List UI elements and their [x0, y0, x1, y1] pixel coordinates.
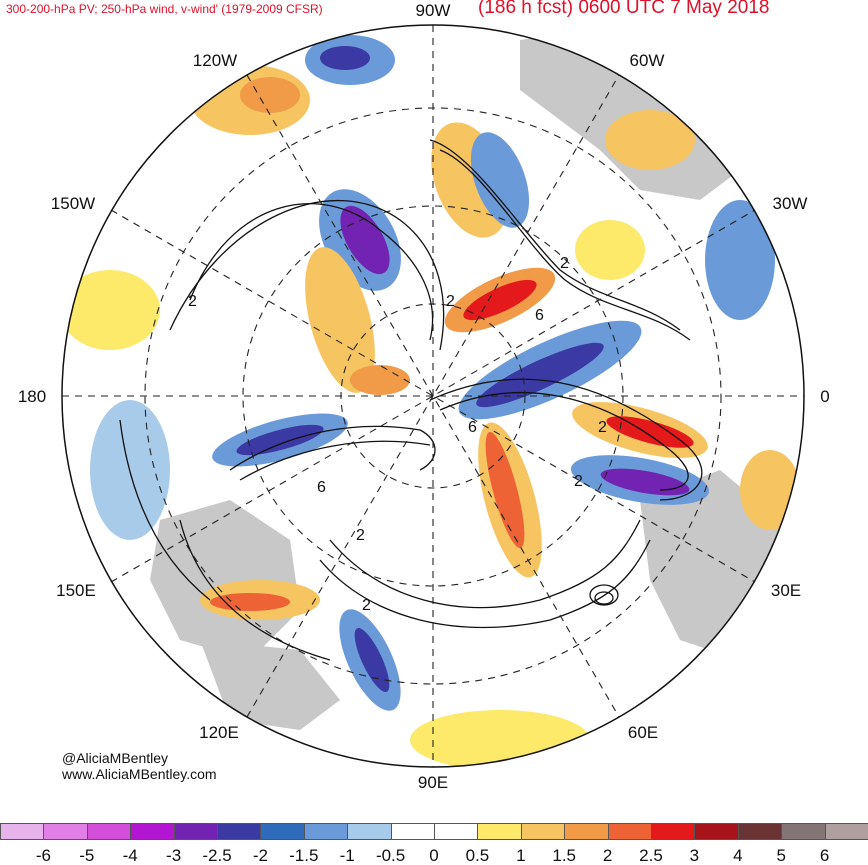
colorbar-swatch [390, 823, 435, 840]
graticule [62, 25, 804, 767]
contour-label: 2 [574, 473, 583, 490]
colorbar-swatch [130, 823, 175, 840]
colorbar-swatch [651, 823, 696, 840]
colorbar-swatch [520, 823, 566, 840]
contour-label: 2 [598, 419, 607, 436]
map-boundary [61, 24, 805, 768]
colorbar-tick-label: -0.5 [375, 846, 406, 865]
colorbar-swatch [0, 823, 45, 840]
v-wind-anomaly-shading [62, 35, 800, 767]
colorbar-swatch [173, 823, 218, 840]
lon-label-60e: 60E [627, 723, 659, 742]
colorbar-tick-label: 6 [819, 846, 830, 865]
colorbar-swatch [737, 823, 783, 840]
contour-label: 2 [446, 293, 455, 310]
colorbar-tick-label: -2 [252, 846, 268, 865]
colorbar-tick-label: 3 [689, 846, 700, 865]
colorbar-swatch [43, 823, 88, 840]
colorbar-tick-label: -1 [339, 846, 355, 865]
colorbar-tick-label: 0.5 [465, 846, 490, 865]
contour-label: 2 [188, 293, 197, 310]
contour-label: 2 [560, 255, 569, 272]
lon-label-90e: 90E [417, 773, 449, 792]
colorbar-tick-label: 1 [516, 846, 526, 865]
contour-label: 6 [468, 419, 477, 436]
colorbar-swatch [303, 823, 349, 840]
lon-label-150e: 150E [56, 581, 96, 600]
lon-label-30e: 30E [770, 581, 802, 600]
colorbar-tick-label: -5 [79, 846, 95, 865]
contour-label: 2 [356, 527, 365, 544]
colorbar-swatch [260, 823, 305, 840]
colorbar-tick-label: 5 [776, 846, 786, 865]
colorbar-tick-label: -6 [35, 846, 51, 865]
lon-label-150w: 150W [50, 194, 96, 213]
colorbar-swatch [781, 823, 826, 840]
contour-label: 6 [535, 307, 544, 324]
colorbar-swatch [824, 823, 868, 840]
lon-label-120e: 120E [199, 723, 239, 742]
lon-label-120w: 120W [192, 51, 238, 70]
colorbar-tick-label: -1.5 [289, 846, 319, 865]
colorbar-swatch [217, 823, 262, 840]
lon-label-60w: 60W [629, 51, 665, 70]
pv-contours [119, 139, 703, 661]
colorbar-swatch [607, 823, 652, 840]
contour-label: 6 [317, 479, 326, 496]
author-handle: @AliciaMBentley [62, 750, 169, 766]
colorbar-tick-label: 2 [602, 846, 613, 865]
contour-label: 2 [362, 597, 371, 614]
colorbar-tick-label: -3 [166, 846, 182, 865]
colorbar-tick-label: 2.5 [639, 846, 663, 865]
colorbar-swatch [477, 823, 522, 840]
colorbar-tick-label: 1.5 [552, 846, 577, 865]
colorbar-swatch [86, 823, 132, 840]
colorbar-tick-label: 0 [429, 846, 439, 865]
lon-label-180: 180 [17, 387, 47, 406]
author-website: www.AliciaMBentley.com [62, 766, 217, 782]
colorbar-tick-label: -2.5 [202, 846, 232, 865]
colorbar-swatch [347, 823, 392, 840]
colorbar-swatch [564, 823, 609, 840]
lon-label-30w: 30W [772, 194, 808, 213]
colorbar-swatch [694, 823, 739, 840]
colorbar-swatch [434, 823, 479, 840]
colorbar-tick-label: -4 [122, 846, 138, 865]
contour-value-labels: 2 2 6 2 6 2 2 6 2 2 [188, 255, 607, 614]
lon-label-0: 0 [820, 387, 830, 406]
product-title: 300-200-hPa PV; 250-hPa wind, v-wind' (1… [6, 2, 323, 16]
lon-label-90w: 90W [415, 1, 451, 20]
forecast-valid-time: (186 h fcst) 0600 UTC 7 May 2018 [478, 0, 770, 18]
colorbar-tick-label: 4 [733, 846, 743, 865]
